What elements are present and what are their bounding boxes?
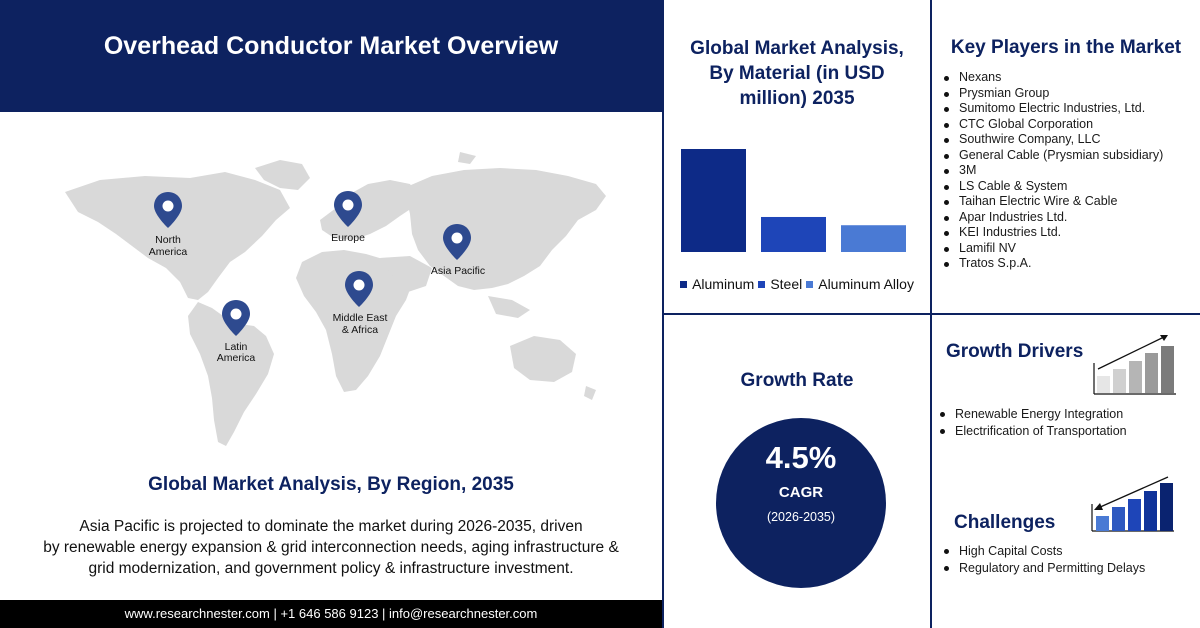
material-title-line-3: million) 2035 bbox=[739, 88, 855, 109]
legend-label: Aluminum Alloy bbox=[818, 276, 914, 292]
region-label-north-america: North bbox=[155, 234, 181, 246]
key-player-item: 3M bbox=[942, 163, 1194, 179]
key-player-item: General Cable (Prysmian subsidiary) bbox=[942, 148, 1194, 164]
challenge-item: Regulatory and Permitting Delays bbox=[942, 560, 1145, 577]
material-title-line-2: By Material (in USD bbox=[709, 63, 885, 84]
material-bar-chart bbox=[681, 149, 906, 252]
region-desc-line-2: by renewable energy expansion & grid int… bbox=[43, 539, 619, 556]
world-map: North America Europe Asia Pacific Middle… bbox=[65, 152, 606, 446]
region-label-middle-east: Middle East bbox=[333, 312, 388, 324]
key-players-list: Nexans Prysmian Group Sumitomo Electric In… bbox=[942, 70, 1194, 272]
key-player-item: Tratos S.p.A. bbox=[942, 256, 1194, 272]
bar-steel bbox=[761, 216, 826, 252]
legend-swatch bbox=[758, 280, 766, 288]
cagr-period: (2026-2035) bbox=[766, 510, 836, 524]
region-label-latin-america: Latin bbox=[225, 341, 248, 353]
map-pin-middle-east-africa bbox=[345, 271, 373, 307]
legend-swatch bbox=[680, 280, 688, 288]
divider-horizontal bbox=[662, 313, 1200, 315]
key-player-item: Southwire Company, LLC bbox=[942, 132, 1194, 148]
challenge-item: High Capital Costs bbox=[942, 543, 1145, 560]
region-label-north-america-2: America bbox=[149, 246, 188, 258]
challenges-title: Challenges bbox=[954, 512, 1056, 533]
region-label-asia-pacific: Asia Pacific bbox=[431, 265, 485, 277]
contact-footer: www.researchnester.com | +1 646 586 9123… bbox=[0, 600, 662, 628]
cagr-value: 4.5% bbox=[765, 440, 837, 475]
key-player-item: Sumitomo Electric Industries, Ltd. bbox=[942, 101, 1194, 117]
bar-aluminum bbox=[681, 149, 746, 252]
key-player-item: CTC Global Corporation bbox=[942, 117, 1194, 133]
cagr-circle: 4.5% CAGR (2026-2035) bbox=[716, 418, 886, 588]
map-pin-latin-america bbox=[222, 300, 250, 336]
key-player-item: Prysmian Group bbox=[942, 86, 1194, 102]
growth-drivers-title: Growth Drivers bbox=[946, 341, 1084, 362]
region-desc-line-3: grid modernization, and government polic… bbox=[88, 560, 574, 577]
region-desc-line-1: Asia Pacific is projected to dominate th… bbox=[79, 518, 583, 535]
legend-item: Steel bbox=[758, 276, 802, 292]
map-pin-north-america bbox=[154, 192, 182, 228]
region-label-latin-america-2: America bbox=[217, 352, 256, 364]
region-analysis-title: Global Market Analysis, By Region, 2035 bbox=[148, 474, 514, 495]
cagr-label: CAGR bbox=[778, 484, 824, 501]
growth-drivers-list: Renewable Energy Integration Electrificat… bbox=[938, 406, 1127, 439]
material-chart-legend: Aluminum Steel Aluminum Alloy bbox=[664, 276, 930, 292]
key-player-item: Nexans bbox=[942, 70, 1194, 86]
region-analysis-description: Asia Pacific is projected to dominate th… bbox=[20, 516, 642, 579]
legend-item: Aluminum Alloy bbox=[806, 276, 914, 292]
key-players-title: Key Players in the Market bbox=[950, 37, 1182, 58]
bar-aluminum-alloy bbox=[841, 225, 906, 252]
key-player-item: Taihan Electric Wire & Cable bbox=[942, 194, 1194, 210]
key-player-item: Apar Industries Ltd. bbox=[942, 210, 1194, 226]
map-pin-europe bbox=[334, 191, 362, 227]
legend-label: Aluminum bbox=[692, 276, 755, 292]
map-pin-asia-pacific bbox=[443, 224, 471, 260]
growth-driver-item: Electrification of Transportation bbox=[938, 423, 1127, 440]
key-player-item: Lamifil NV bbox=[942, 241, 1194, 257]
growth-rate-title: Growth Rate bbox=[740, 370, 854, 391]
material-title-line-1: Global Market Analysis, bbox=[690, 38, 904, 59]
region-panel: Overhead Conductor Market Overview bbox=[0, 0, 662, 628]
page-title: Overhead Conductor Market Overview bbox=[103, 32, 559, 60]
legend-item: Aluminum bbox=[680, 276, 754, 292]
rising-bar-chart-icon bbox=[1093, 335, 1176, 395]
key-player-item: KEI Industries Ltd. bbox=[942, 225, 1194, 241]
growth-driver-item: Renewable Energy Integration bbox=[938, 406, 1127, 423]
material-chart-title: Global Market Analysis, By Material (in … bbox=[664, 36, 930, 111]
challenges-list: High Capital Costs Regulatory and Permitt… bbox=[942, 543, 1145, 576]
legend-label: Steel bbox=[770, 276, 803, 292]
world-map-land bbox=[65, 152, 606, 446]
header-banner: Overhead Conductor Market Overview bbox=[0, 0, 662, 112]
legend-swatch bbox=[806, 280, 814, 288]
region-label-europe: Europe bbox=[331, 232, 365, 244]
key-player-item: LS Cable & System bbox=[942, 179, 1194, 195]
declining-bar-chart-icon bbox=[1091, 476, 1174, 532]
region-label-middle-east-2: & Africa bbox=[342, 324, 378, 336]
